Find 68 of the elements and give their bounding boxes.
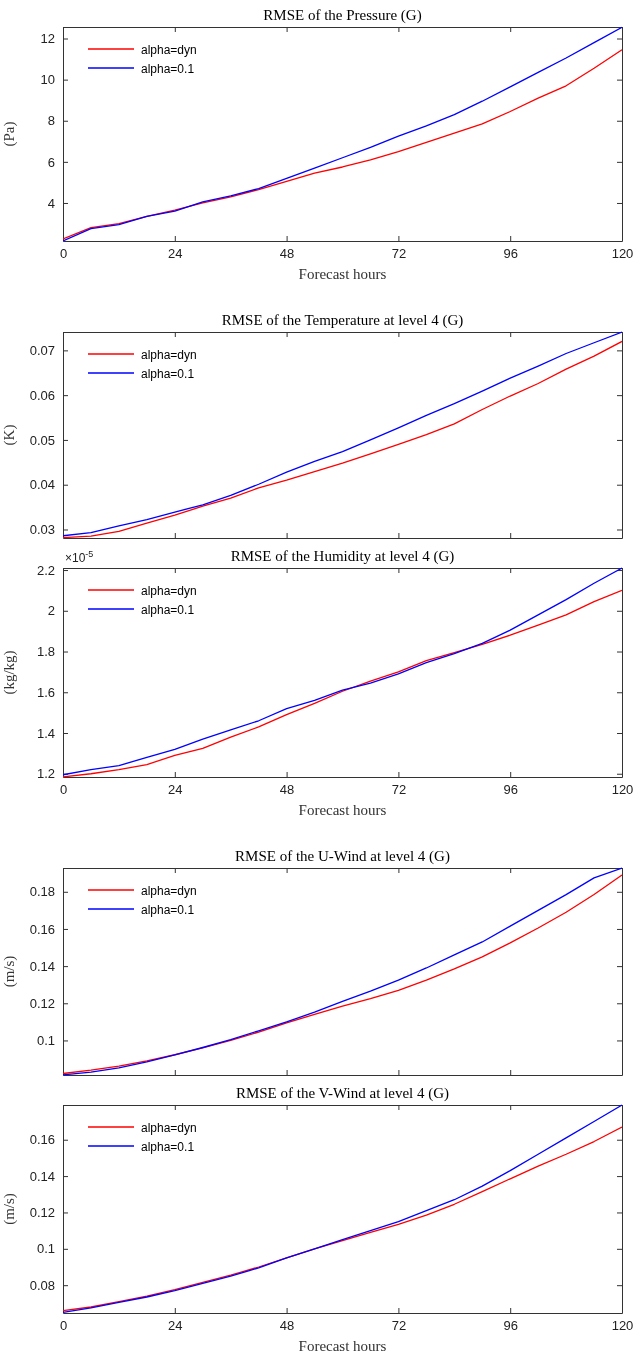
text: ×10$^{-5}$ (65, 549, 94, 565)
y-tick-label: 0.1 (36, 1241, 55, 1257)
y-tick-label: 0.08 (29, 1277, 55, 1293)
y-tick-label: 0.14 (29, 958, 55, 974)
y-tick-label: 0.05 (29, 432, 55, 448)
legend-label: alpha=dyn (141, 1120, 197, 1135)
x-tick-label: 48 (279, 782, 295, 798)
legend-label: alpha=dyn (141, 42, 197, 57)
y-tick-label: 8 (47, 113, 55, 129)
y-tick-label: 12 (40, 31, 55, 47)
x-tick-label: 72 (391, 1318, 407, 1334)
y-axis-title: (m/s) (1, 955, 18, 988)
x-tick-label: 0 (59, 1318, 68, 1334)
x-tick-label: 72 (391, 782, 407, 798)
y-tick-label: 1.6 (36, 684, 55, 700)
y-tick-label: 1.4 (36, 725, 55, 741)
y-tick-label: 0.07 (29, 343, 55, 359)
chart-title: RMSE of the Temperature at level 4 (G) (221, 312, 464, 329)
y-axis-title: (kg/kg) (1, 650, 18, 695)
y-tick-label: 0.12 (29, 995, 55, 1011)
y-tick-label: 6 (47, 154, 55, 170)
x-axis-title: Forecast hours (298, 802, 387, 818)
legend-label: alpha=0.1 (141, 61, 195, 76)
y-tick-label: 4 (47, 195, 55, 211)
legend-label: alpha=0.1 (141, 366, 195, 381)
y-tick-label: 2.2 (36, 562, 55, 578)
x-tick-label: 72 (391, 246, 407, 262)
y-tick-label: 0.06 (29, 387, 55, 403)
x-tick-label: 96 (503, 782, 518, 798)
legend-label: alpha=0.1 (141, 1139, 195, 1154)
x-axis-title: Forecast hours (298, 266, 387, 282)
legend-label: alpha=0.1 (141, 602, 195, 617)
y-tick-label: 0.03 (29, 522, 55, 538)
x-tick-label: 120 (611, 1318, 634, 1334)
chart-title: RMSE of the U-Wind at level 4 (G) (235, 848, 450, 865)
x-tick-label: 96 (503, 246, 518, 262)
x-axis-title: Forecast hours (298, 1338, 387, 1354)
y-axis-title: (Pa) (1, 121, 18, 147)
legend-label: alpha=0.1 (141, 902, 195, 917)
y-axis-title: (m/s) (1, 1193, 18, 1225)
y-tick-label: 0.16 (29, 1132, 55, 1148)
x-tick-label: 24 (168, 1318, 183, 1334)
x-tick-label: 0 (59, 782, 68, 798)
x-tick-label: 120 (611, 246, 634, 262)
y-tick-label: 0.14 (29, 1168, 55, 1184)
y-tick-label: 0.18 (29, 884, 55, 900)
y-tick-label: 1.8 (36, 644, 55, 660)
x-tick-label: 24 (168, 246, 183, 262)
legend-label: alpha=dyn (141, 347, 197, 362)
y-tick-label: 0.12 (29, 1205, 55, 1221)
x-tick-label: 48 (279, 246, 295, 262)
x-tick-label: 96 (503, 1318, 518, 1334)
y-axis-title: (K) (1, 424, 18, 446)
x-tick-label: 0 (59, 246, 68, 262)
chart-title: RMSE of the Pressure (G) (263, 7, 422, 24)
x-tick-label: 24 (168, 782, 183, 798)
x-tick-label: 48 (279, 1318, 295, 1334)
y-tick-label: 0.1 (36, 1033, 55, 1049)
y-tick-label: 1.2 (36, 766, 55, 782)
legend-label: alpha=dyn (141, 883, 197, 898)
y-tick-label: 0.04 (29, 477, 55, 493)
y-tick-label: 10 (40, 72, 55, 88)
x-tick-label: 120 (611, 782, 634, 798)
chart-title: RMSE of the V-Wind at level 4 (G) (235, 1085, 450, 1102)
legend-label: alpha=dyn (141, 583, 197, 598)
chart-title: RMSE of the Humidity at level 4 (G) (230, 548, 455, 565)
y-tick-label: 0.16 (29, 921, 55, 937)
y-tick-label: 2 (47, 603, 55, 619)
